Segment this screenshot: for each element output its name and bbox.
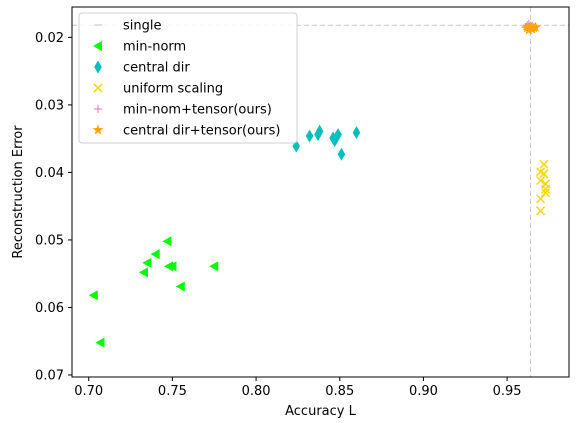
legend-label: single [123, 19, 162, 34]
central-dir-point [305, 129, 314, 143]
legend-label: min-nom+tensor(ours) [123, 103, 272, 118]
plot-area-frame [71, 6, 570, 378]
x-tick-label: 0.85 [325, 384, 354, 399]
legend-marker [94, 60, 102, 74]
legend-marker [92, 124, 104, 135]
y-axis-title: Reconstruction Error [11, 125, 26, 259]
min-norm-point [209, 261, 219, 272]
y-tick-label: 0.02 [35, 31, 64, 46]
x-axis-ticks: 0.70 0.75 0.80 0.85 0.90 0.95 [74, 377, 522, 399]
y-tick-label: 0.03 [35, 98, 64, 113]
x-tick-label: 0.90 [409, 384, 438, 399]
legend-label: central dir [123, 61, 190, 76]
legend-label: central dir+tensor(ours) [123, 124, 281, 139]
x-tick-label: 0.70 [74, 384, 103, 399]
x-tick-label: 0.95 [493, 384, 522, 399]
uniform-scaling-point [536, 206, 546, 216]
x-tick-label: 0.80 [242, 384, 271, 399]
y-tick-label: 0.06 [35, 301, 64, 316]
min-norm-point [88, 290, 98, 301]
min-norm-point [95, 337, 105, 348]
central-dir-point [352, 126, 361, 140]
central-dir-tensor-ours-point [521, 22, 533, 33]
min-norm-point [162, 236, 172, 247]
central-dir-tensor-ours-point [530, 21, 541, 32]
uniform-scaling-point [539, 159, 549, 169]
legend-marker [93, 41, 102, 51]
legend-label: min-norm [123, 40, 186, 55]
legend-marker [94, 105, 102, 113]
min-norm-point [175, 281, 185, 292]
min-norm-point [138, 267, 148, 278]
x-axis-title: Accuracy L [285, 404, 356, 419]
central-dir-point [334, 128, 342, 142]
min-norm-point [167, 261, 177, 272]
y-tick-label: 0.05 [35, 233, 64, 248]
central-dir-tensor-ours-point [525, 21, 536, 32]
min-norm-point [142, 257, 152, 268]
legend-label: uniform scaling [123, 82, 223, 97]
min-norm-point [150, 249, 160, 260]
y-tick-label: 0.04 [35, 166, 64, 181]
legend-box [78, 12, 298, 144]
uniform-scaling-point [541, 184, 551, 194]
uniform-scaling-point [539, 169, 549, 179]
uniform-scaling-point [536, 175, 546, 186]
uniform-scaling-point [541, 188, 551, 198]
data-points [88, 19, 551, 348]
y-tick-label: 0.07 [35, 368, 64, 383]
legend-marker [93, 83, 103, 93]
central-dir-tensor-ours-point [523, 24, 535, 35]
central-dir-point [315, 124, 324, 138]
y-axis-ticks: 0.02 0.03 0.04 0.05 0.06 0.07 [35, 31, 72, 383]
legend: single min-norm central dir uniform scaling… [78, 12, 298, 144]
central-dir-point [337, 147, 346, 161]
x-tick-label: 0.75 [158, 384, 187, 399]
